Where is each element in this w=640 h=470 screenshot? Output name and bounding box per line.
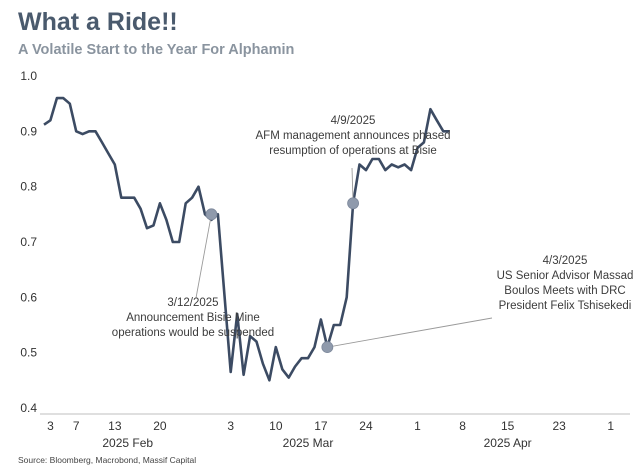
annotation-line: 4/3/2025 bbox=[543, 255, 588, 267]
x-month-label: 2025 Feb bbox=[102, 436, 153, 450]
annotation-line: resumption of operations at Bisie bbox=[269, 145, 436, 157]
source-note: Source: Bloomberg, Macrobond, Massif Cap… bbox=[18, 455, 197, 465]
x-tick-label: 13 bbox=[108, 419, 122, 433]
y-tick-label: 0.9 bbox=[20, 124, 37, 138]
annotation-line: AFM management announces phased bbox=[256, 130, 451, 142]
annotation-label: 4/9/2025 AFM management announces phased r… bbox=[256, 115, 451, 157]
annotation-line: operations would be suspended bbox=[112, 327, 274, 339]
x-tick-label: 1 bbox=[414, 419, 421, 433]
annotation-label: 4/3/2025 US Senior Advisor Massad Boulos M… bbox=[497, 255, 634, 312]
x-month-label: 2025 Apr bbox=[484, 436, 532, 450]
annotation-line: 3/12/2025 bbox=[167, 297, 218, 309]
x-tick-label: 3 bbox=[47, 419, 54, 433]
annotation-line: Announcement Bisie Mine bbox=[126, 312, 260, 324]
x-tick-label: 1 bbox=[607, 419, 614, 433]
axes: 0.4 0.5 0.6 0.7 0.8 0.9 1.0 3 7 13 20 3 10 17 24 1 8 15 23… bbox=[20, 69, 630, 450]
annotation-line: Boulos Meets with DRC bbox=[504, 285, 625, 297]
annotation-line: US Senior Advisor Massad bbox=[497, 270, 634, 282]
x-tick-label: 8 bbox=[459, 419, 466, 433]
y-tick-label: 0.8 bbox=[20, 180, 37, 194]
y-tick-label: 0.7 bbox=[20, 235, 37, 249]
annotation-leader-line bbox=[327, 317, 493, 348]
y-tick-label: 0.6 bbox=[20, 290, 37, 304]
chart-marks: 3/12/2025 Announcement Bisie Mine operatio… bbox=[43, 96, 634, 382]
x-tick-label: 15 bbox=[501, 419, 515, 433]
x-tick-label: 20 bbox=[153, 419, 167, 433]
x-tick-label: 10 bbox=[269, 419, 283, 433]
annotation-label: 3/12/2025 Announcement Bisie Mine operatio… bbox=[112, 297, 274, 339]
annotation-marker bbox=[321, 341, 334, 354]
annotation-line: President Felix Tshisekedi bbox=[499, 300, 632, 312]
x-tick-label: 23 bbox=[552, 419, 566, 433]
y-tick-label: 1.0 bbox=[20, 69, 37, 83]
annotation-marker bbox=[205, 208, 218, 221]
annotation-marker bbox=[347, 197, 359, 210]
annotation-line: 4/9/2025 bbox=[331, 115, 376, 127]
x-tick-label: 3 bbox=[227, 419, 234, 433]
y-tick-label: 0.4 bbox=[20, 401, 37, 415]
chart-subtitle: A Volatile Start to the Year For Alphami… bbox=[18, 42, 295, 58]
series-line bbox=[43, 96, 450, 382]
x-tick-label: 7 bbox=[73, 419, 80, 433]
annotation-leader-line bbox=[195, 214, 212, 299]
x-tick-label: 24 bbox=[359, 419, 373, 433]
x-tick-label: 17 bbox=[314, 419, 328, 433]
chart-title: What a Ride!! bbox=[18, 8, 178, 36]
x-month-label: 2025 Mar bbox=[283, 436, 334, 450]
y-tick-label: 0.5 bbox=[20, 346, 37, 360]
